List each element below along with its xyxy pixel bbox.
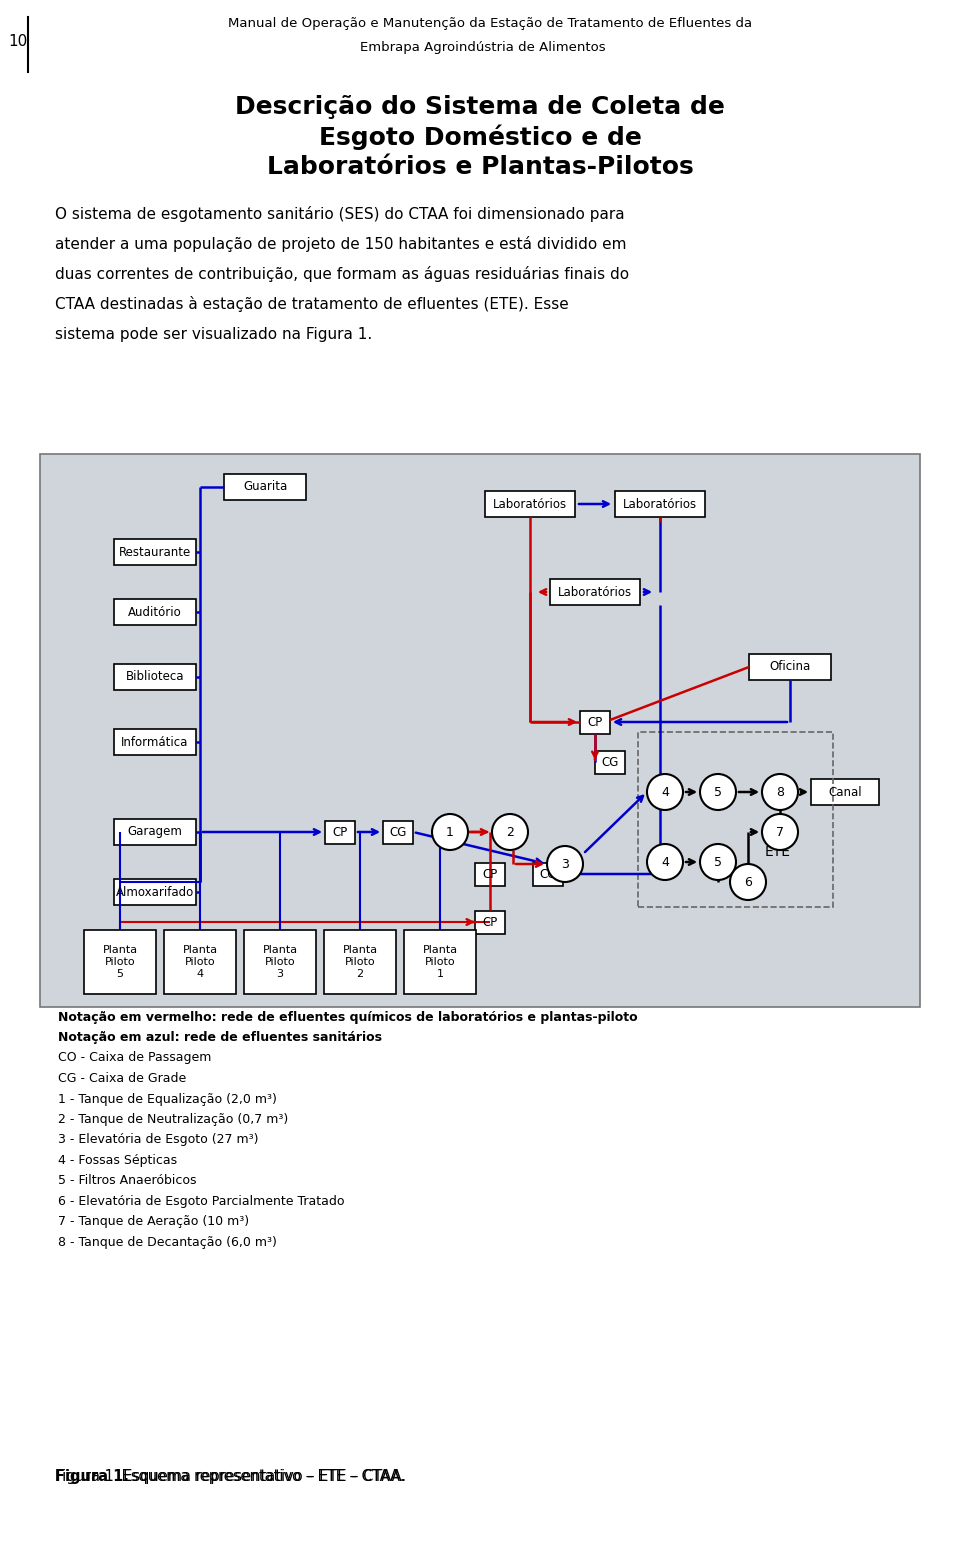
Text: CG: CG <box>390 825 407 839</box>
Text: Auditório: Auditório <box>128 606 181 619</box>
Text: 1 - Tanque de Equalização (2,0 m³): 1 - Tanque de Equalização (2,0 m³) <box>58 1092 276 1106</box>
Text: CP: CP <box>482 915 497 928</box>
Circle shape <box>700 843 736 879</box>
Text: Laboratórios: Laboratórios <box>492 498 567 511</box>
Text: atender a uma população de projeto de 150 habitantes e está dividido em: atender a uma população de projeto de 15… <box>55 236 627 251</box>
Circle shape <box>730 864 766 900</box>
Text: Oficina: Oficina <box>769 661 810 673</box>
FancyBboxPatch shape <box>475 862 505 886</box>
Text: 1: 1 <box>446 825 454 839</box>
Text: Canal: Canal <box>828 786 862 798</box>
Text: Descrição do Sistema de Coleta de: Descrição do Sistema de Coleta de <box>235 95 725 119</box>
Text: Informática: Informática <box>121 736 189 748</box>
Text: Notação em vermelho: rede de efluentes químicos de laboratórios e plantas-piloto: Notação em vermelho: rede de efluentes q… <box>58 1011 637 1023</box>
Text: 8 - Tanque de Decantação (6,0 m³): 8 - Tanque de Decantação (6,0 m³) <box>58 1236 276 1250</box>
Text: Planta
Piloto
5: Planta Piloto 5 <box>103 945 137 979</box>
FancyBboxPatch shape <box>404 929 476 993</box>
Text: Figura 1. Esquema representativo – ETE – CTAA.: Figura 1. Esquema representativo – ETE –… <box>55 1470 406 1484</box>
Text: ETE: ETE <box>765 845 791 859</box>
Text: 4: 4 <box>661 786 669 798</box>
FancyBboxPatch shape <box>164 929 236 993</box>
FancyBboxPatch shape <box>224 473 306 500</box>
Circle shape <box>762 775 798 811</box>
Text: Almoxarifado: Almoxarifado <box>116 886 194 898</box>
Text: CTAA destinadas à estação de tratamento de efluentes (ETE). Esse: CTAA destinadas à estação de tratamento … <box>55 297 568 312</box>
Circle shape <box>762 814 798 850</box>
Text: CP: CP <box>482 867 497 881</box>
FancyBboxPatch shape <box>749 654 831 679</box>
Text: Laboratórios: Laboratórios <box>623 498 697 511</box>
Text: Esgoto Doméstico e de: Esgoto Doméstico e de <box>319 125 641 150</box>
Circle shape <box>492 814 528 850</box>
FancyBboxPatch shape <box>383 820 413 843</box>
Text: 7: 7 <box>776 825 784 839</box>
FancyBboxPatch shape <box>84 929 156 993</box>
Text: 4: 4 <box>661 856 669 868</box>
Text: Figura 1.: Figura 1. <box>55 1470 129 1484</box>
FancyBboxPatch shape <box>244 929 316 993</box>
FancyBboxPatch shape <box>114 539 196 565</box>
Text: 5: 5 <box>714 856 722 868</box>
Text: Guarita: Guarita <box>243 481 287 494</box>
Text: CO - Caixa de Passagem: CO - Caixa de Passagem <box>58 1051 211 1064</box>
Text: 6 - Elevatória de Esgoto Parcialmente Tratado: 6 - Elevatória de Esgoto Parcialmente Tr… <box>58 1195 345 1207</box>
Text: Embrapa Agroindústria de Alimentos: Embrapa Agroindústria de Alimentos <box>360 42 606 55</box>
Text: 7 - Tanque de Aeração (10 m³): 7 - Tanque de Aeração (10 m³) <box>58 1215 250 1228</box>
FancyBboxPatch shape <box>595 750 625 773</box>
Text: 5: 5 <box>714 786 722 798</box>
Text: 3: 3 <box>561 858 569 870</box>
FancyBboxPatch shape <box>550 580 640 604</box>
Text: Planta
Piloto
1: Planta Piloto 1 <box>422 945 458 979</box>
FancyBboxPatch shape <box>114 879 196 904</box>
Text: Garagem: Garagem <box>128 825 182 839</box>
FancyBboxPatch shape <box>580 711 610 734</box>
FancyBboxPatch shape <box>811 779 879 804</box>
Text: sistema pode ser visualizado na Figura 1.: sistema pode ser visualizado na Figura 1… <box>55 326 372 342</box>
Text: 6: 6 <box>744 875 752 889</box>
Text: Laboratórios e Plantas-Pilotos: Laboratórios e Plantas-Pilotos <box>267 155 693 180</box>
Text: Laboratórios: Laboratórios <box>558 586 632 598</box>
Circle shape <box>700 775 736 811</box>
Text: 3 - Elevatória de Esgoto (27 m³): 3 - Elevatória de Esgoto (27 m³) <box>58 1134 258 1147</box>
Text: Planta
Piloto
2: Planta Piloto 2 <box>343 945 377 979</box>
FancyBboxPatch shape <box>114 598 196 625</box>
Text: CG: CG <box>540 867 557 881</box>
FancyBboxPatch shape <box>114 818 196 845</box>
FancyBboxPatch shape <box>114 729 196 754</box>
FancyBboxPatch shape <box>475 911 505 934</box>
Circle shape <box>547 847 583 883</box>
Text: CP: CP <box>332 825 348 839</box>
Text: 2 - Tanque de Neutralização (0,7 m³): 2 - Tanque de Neutralização (0,7 m³) <box>58 1114 288 1126</box>
Text: Esquema representativo – ETE – CTAA.: Esquema representativo – ETE – CTAA. <box>117 1470 404 1484</box>
Text: Notação em azul: rede de efluentes sanitários: Notação em azul: rede de efluentes sanit… <box>58 1031 382 1043</box>
Text: O sistema de esgotamento sanitário (SES) do CTAA foi dimensionado para: O sistema de esgotamento sanitário (SES)… <box>55 206 625 222</box>
Circle shape <box>647 843 683 879</box>
FancyBboxPatch shape <box>114 664 196 690</box>
Text: Planta
Piloto
4: Planta Piloto 4 <box>182 945 218 979</box>
Text: Restaurante: Restaurante <box>119 545 191 559</box>
Text: 5 - Filtros Anaeróbicos: 5 - Filtros Anaeróbicos <box>58 1175 197 1187</box>
Circle shape <box>432 814 468 850</box>
Text: 8: 8 <box>776 786 784 798</box>
Text: duas correntes de contribuição, que formam as águas residuárias finais do: duas correntes de contribuição, que form… <box>55 266 629 283</box>
FancyBboxPatch shape <box>615 490 705 517</box>
FancyBboxPatch shape <box>485 490 575 517</box>
Text: 4 - Fossas Sépticas: 4 - Fossas Sépticas <box>58 1154 178 1167</box>
Text: 10: 10 <box>9 34 28 50</box>
Text: CG - Caixa de Grade: CG - Caixa de Grade <box>58 1072 186 1086</box>
FancyBboxPatch shape <box>325 820 355 843</box>
Text: Manual de Operação e Manutenção da Estação de Tratamento de Efluentes da: Manual de Operação e Manutenção da Estaç… <box>228 17 752 31</box>
Text: 2: 2 <box>506 825 514 839</box>
Text: Biblioteca: Biblioteca <box>126 670 184 684</box>
FancyBboxPatch shape <box>324 929 396 993</box>
Circle shape <box>647 775 683 811</box>
Text: CP: CP <box>588 715 603 728</box>
FancyBboxPatch shape <box>533 862 563 886</box>
Text: CG: CG <box>601 756 618 769</box>
FancyBboxPatch shape <box>40 455 920 1007</box>
Text: Planta
Piloto
3: Planta Piloto 3 <box>262 945 298 979</box>
